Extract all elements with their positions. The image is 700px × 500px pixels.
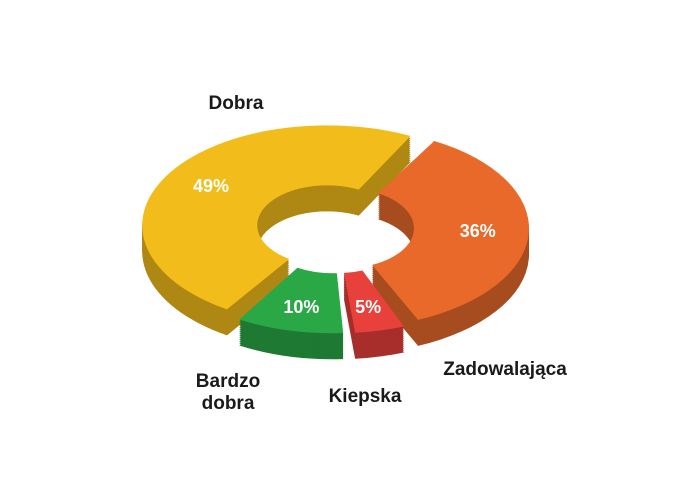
category-label: Dobra [208, 93, 264, 114]
value-label: 36% [460, 221, 496, 241]
value-label: 49% [193, 176, 229, 196]
slice [343, 270, 404, 333]
slice [372, 140, 529, 320]
slice [239, 267, 344, 334]
category-label: Zadowalająca [443, 359, 567, 380]
value-label: 5% [355, 297, 381, 317]
category-label: Kiepska [328, 386, 402, 407]
category-label: Bardzo dobra [195, 371, 261, 414]
value-label: 10% [283, 297, 319, 317]
slice [142, 125, 411, 310]
